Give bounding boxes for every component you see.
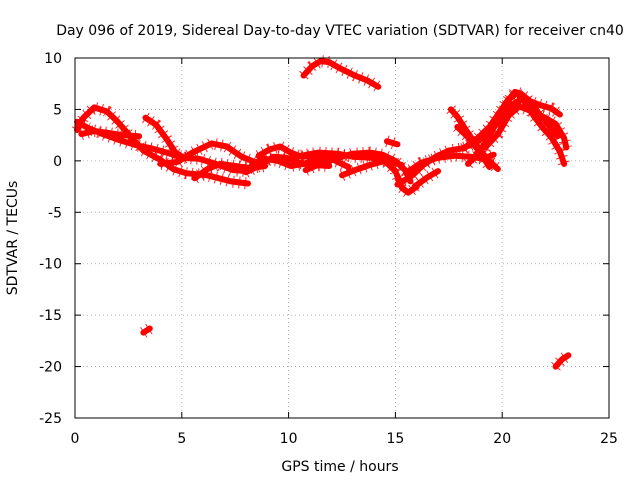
plot-border <box>74 57 610 419</box>
chart-title: Day 096 of 2019, Sidereal Day-to-day VTE… <box>56 23 624 39</box>
y-tick-label: -10 <box>39 257 62 273</box>
y-tick-label: -5 <box>48 205 62 221</box>
series-markers-track-4 <box>142 112 188 163</box>
axis-ticks <box>74 57 610 419</box>
y-tick-label: -15 <box>39 308 62 324</box>
y-tick-label: 0 <box>53 154 62 170</box>
y-tick-label: 5 <box>53 102 62 118</box>
y-tick-label: 10 <box>44 51 62 67</box>
series-line-track-23 <box>488 95 561 140</box>
series-markers-track-11 <box>303 146 416 184</box>
x-tick-label: 5 <box>177 431 186 447</box>
x-tick-label: 10 <box>280 431 298 447</box>
x-tick-label: 20 <box>493 431 511 447</box>
y-axis-label: SDTVAR / TECUs <box>5 181 21 296</box>
x-tick-label: 0 <box>71 431 80 447</box>
series-line-track-13 <box>300 58 382 90</box>
series-markers-track-15 <box>394 127 494 190</box>
series-line-track-14 <box>383 138 401 148</box>
series-markers-track-12 <box>339 154 421 201</box>
x-tick-label: 25 <box>600 431 618 447</box>
y-tick-label: -20 <box>39 360 62 376</box>
y-tick-labels: -25 -20 -15 -10 -5 0 5 10 <box>39 51 62 427</box>
y-tick-label: -25 <box>39 411 62 427</box>
data-tracks <box>71 54 573 371</box>
series-markers-track-24 <box>140 323 154 338</box>
series-line-track-25 <box>552 352 572 370</box>
x-axis-label: GPS time / hours <box>281 459 398 475</box>
series-line-track-5 <box>157 140 258 167</box>
series-markers-track-16 <box>402 149 496 179</box>
series-line-track-8 <box>249 154 335 169</box>
series-markers-track-17 <box>411 165 442 192</box>
x-tick-label: 15 <box>386 431 404 447</box>
x-tick-labels: 0 5 10 15 20 25 <box>71 431 618 447</box>
series-line-track-3 <box>78 128 143 140</box>
